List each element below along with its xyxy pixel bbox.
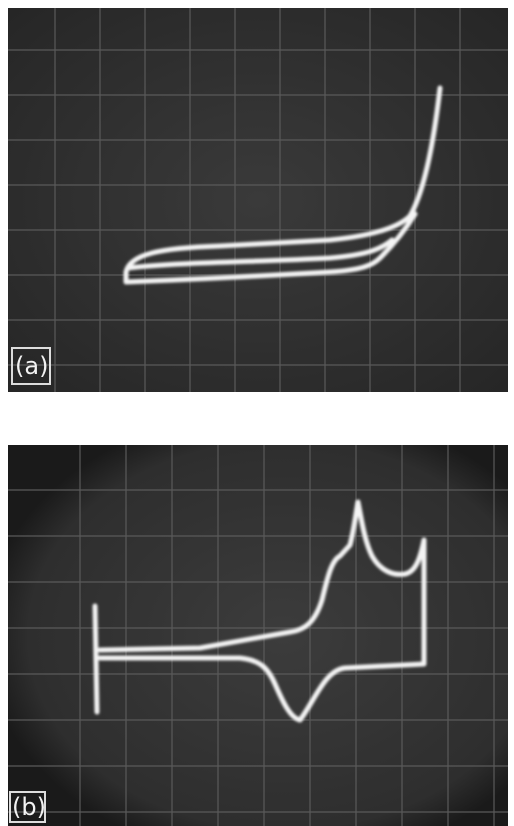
screen (8, 8, 508, 392)
panel-b: (b) (8, 445, 508, 826)
trace (123, 85, 443, 285)
trace (92, 499, 427, 723)
panel-label: (a) (15, 352, 48, 380)
panel-label: (b) (12, 793, 46, 821)
label-box (11, 347, 51, 385)
panel-a: (a) (8, 8, 508, 392)
label-box (9, 791, 46, 823)
grid (8, 445, 508, 826)
